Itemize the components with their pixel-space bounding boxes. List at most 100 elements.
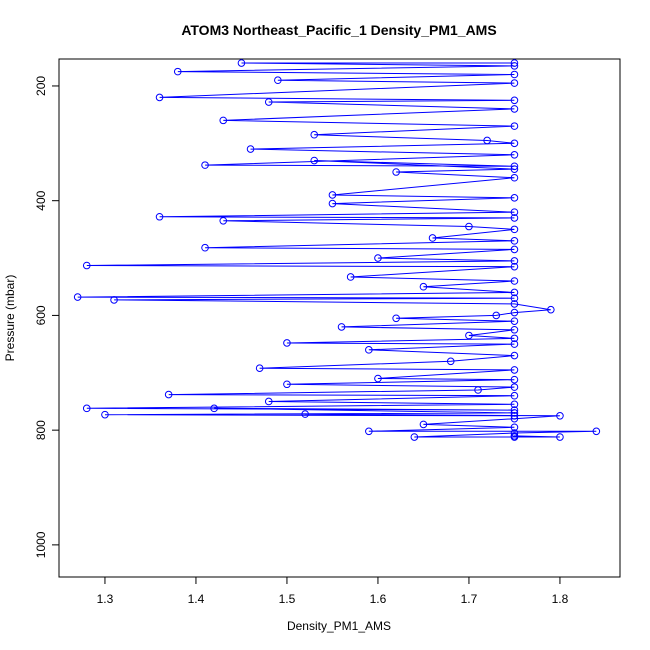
- data-point: [510, 300, 519, 308]
- data-line: [77, 62, 597, 438]
- data-point: [474, 386, 482, 394]
- data-point: [510, 208, 519, 216]
- data-point: [510, 257, 519, 265]
- data-point: [547, 305, 555, 314]
- data-point: [410, 433, 419, 441]
- data-point: [510, 225, 519, 234]
- data-point: [374, 254, 382, 262]
- chart-title: ATOM3 Northeast_Pacific_1 Density_PM1_AM…: [181, 22, 496, 38]
- data-point: [510, 288, 519, 297]
- data-point: [392, 168, 400, 176]
- y-tick-label: 800: [34, 420, 48, 440]
- data-point: [328, 199, 337, 208]
- x-tick-label: 1.8: [552, 592, 569, 606]
- data-point: [510, 122, 519, 130]
- data-point: [374, 374, 382, 383]
- data-point: [492, 311, 501, 320]
- data-point: [510, 383, 519, 391]
- data-point: [510, 414, 519, 423]
- data-point: [283, 380, 291, 389]
- data-point: [155, 93, 164, 102]
- data-point: [301, 410, 309, 418]
- data-point: [310, 156, 319, 165]
- data-point: [510, 317, 519, 325]
- data-point: [346, 273, 355, 281]
- data-point: [201, 243, 209, 252]
- data-point: [510, 366, 519, 374]
- plot-frame: [58, 58, 621, 578]
- data-point: [201, 161, 209, 169]
- data-point: [510, 59, 519, 67]
- x-tick-label: 1.4: [188, 592, 205, 606]
- data-point: [173, 67, 182, 76]
- data-point: [246, 145, 255, 153]
- data-point: [510, 334, 519, 343]
- data-point: [510, 139, 519, 148]
- data-point: [510, 245, 519, 254]
- data-point: [101, 410, 109, 419]
- x-tick-label: 1.3: [97, 592, 114, 606]
- x-tick-label: 1.7: [461, 592, 478, 606]
- data-point: [556, 433, 564, 441]
- data-point: [510, 412, 519, 420]
- data-point: [328, 191, 337, 199]
- x-tick-label: 1.5: [279, 592, 296, 606]
- data-point: [210, 404, 218, 413]
- data-point: [82, 404, 91, 413]
- data-point: [465, 331, 473, 340]
- data-point: [510, 162, 519, 171]
- y-tick-label: 600: [34, 305, 48, 325]
- data-point: [510, 70, 519, 79]
- data-point: [510, 262, 519, 271]
- data-point: [365, 346, 373, 354]
- data-point: [510, 150, 519, 159]
- data-point: [510, 173, 519, 182]
- data-point: [110, 296, 118, 304]
- data-point: [219, 116, 228, 125]
- y-axis-label: Pressure (mbar): [3, 275, 17, 362]
- x-tick-label: 1.6: [370, 592, 387, 606]
- data-point: [510, 391, 519, 400]
- data-point: [510, 409, 519, 417]
- data-point: [255, 364, 264, 372]
- data-point: [510, 400, 519, 409]
- y-tick-label: 400: [34, 190, 48, 210]
- data-point: [510, 433, 519, 441]
- data-point: [510, 351, 519, 360]
- data-point: [510, 340, 519, 348]
- data-point: [82, 261, 91, 270]
- data-point: [510, 62, 519, 70]
- data-point: [510, 308, 519, 317]
- data-point: [283, 339, 291, 347]
- data-point: [510, 194, 519, 202]
- data-point: [483, 136, 491, 145]
- data-point: [510, 294, 519, 303]
- data-point: [510, 277, 519, 285]
- data-point: [556, 412, 564, 420]
- data-point: [164, 390, 173, 399]
- data-point: [155, 212, 164, 221]
- data-point: [592, 427, 601, 436]
- data-point: [510, 375, 519, 384]
- data-point: [510, 429, 519, 437]
- data-point: [419, 282, 428, 291]
- y-tick-label: 200: [34, 76, 48, 96]
- data-point: [510, 406, 519, 414]
- data-point: [510, 214, 519, 222]
- data-point: [510, 165, 519, 173]
- data-point: [428, 234, 437, 242]
- data-point: [419, 420, 428, 429]
- data-point: [510, 79, 519, 87]
- data-point: [465, 222, 473, 231]
- data-point: [337, 323, 346, 331]
- data-point: [365, 427, 373, 436]
- data-point: [446, 357, 455, 366]
- data-point: [264, 98, 273, 106]
- data-point: [392, 314, 400, 323]
- data-point: [510, 96, 519, 105]
- data-point: [264, 397, 273, 406]
- data-point: [237, 59, 246, 67]
- data-point: [510, 423, 519, 432]
- y-tick-label: 1000: [34, 531, 48, 558]
